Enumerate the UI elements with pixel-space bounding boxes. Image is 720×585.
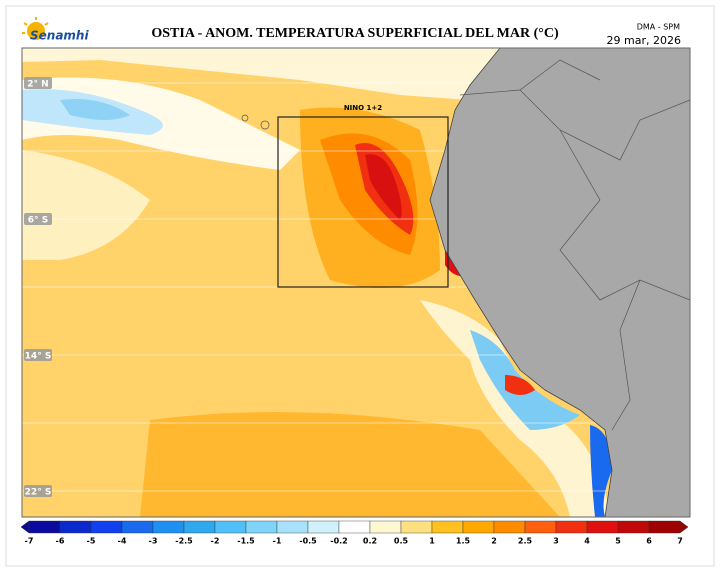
legend-swatch: [338, 520, 371, 534]
legend-label: 0.2: [363, 537, 377, 546]
lat-badge: [24, 77, 52, 89]
legend-label: 3: [553, 537, 559, 546]
agency: DMA - SPM: [637, 23, 680, 32]
legend-swatch: [59, 520, 92, 534]
legend-swatch: [152, 520, 185, 534]
lat-label: 6° S: [28, 216, 48, 226]
legend-label: -2: [211, 537, 220, 546]
logo: Senamhi: [22, 17, 89, 43]
lat-label: 22° S: [25, 488, 52, 498]
region-label: NINO 1+2: [344, 104, 382, 112]
title: OSTIA - ANOM. TEMPERATURA SUPERFICIAL DE…: [151, 26, 559, 41]
legend-label: -7: [25, 537, 34, 546]
legend-label: -2.5: [175, 537, 193, 546]
legend-label: -1.5: [237, 537, 255, 546]
nino-box: [277, 116, 449, 288]
lat-label: 14° S: [25, 352, 52, 362]
legend-label: -3: [149, 537, 158, 546]
lat-badge: [24, 349, 52, 361]
legend-swatch: [648, 520, 681, 534]
map: [22, 48, 690, 517]
legend-swatch: [369, 520, 402, 534]
legend-label: -0.2: [330, 537, 348, 546]
legend-label: 2.5: [518, 537, 533, 546]
legend-label: -5: [87, 537, 96, 546]
legend-label: -0.5: [299, 537, 317, 546]
legend-swatch: [245, 520, 278, 534]
legend-label: -1: [273, 537, 282, 546]
legend-label: 5: [615, 537, 621, 546]
legend-swatch: [400, 520, 433, 534]
lat-badge: [24, 213, 52, 225]
legend-swatch: [307, 520, 340, 534]
legend-swatch: [276, 520, 309, 534]
legend-label: -6: [56, 537, 65, 546]
legend-swatch: [462, 520, 495, 534]
map-border: [21, 47, 691, 518]
legend-swatch: [617, 520, 650, 534]
legend-swatch: [28, 520, 61, 534]
logo-text: Senamhi: [30, 29, 89, 43]
legend-swatch: [586, 520, 619, 534]
legend-label: -4: [118, 537, 127, 546]
legend-label: 4: [584, 537, 590, 546]
legend-swatch: [493, 520, 526, 534]
legend-swatch: [524, 520, 557, 534]
date: 29 mar, 2026: [607, 34, 681, 47]
legend-swatch: [90, 520, 123, 534]
legend-label: 6: [646, 537, 652, 546]
legend-label: 2: [491, 537, 497, 546]
lat-badge: [24, 485, 52, 497]
legend-swatch: [555, 520, 588, 534]
legend-swatch: [183, 520, 216, 534]
legend-label: 7: [677, 537, 683, 546]
legend-swatch: [431, 520, 464, 534]
legend-swatch: [121, 520, 154, 534]
legend-swatch: [214, 520, 247, 534]
legend-label: 1: [429, 537, 435, 546]
legend-label: 0.5: [394, 537, 409, 546]
lat-label: 2° N: [27, 80, 48, 90]
legend-label: 1.5: [456, 537, 471, 546]
